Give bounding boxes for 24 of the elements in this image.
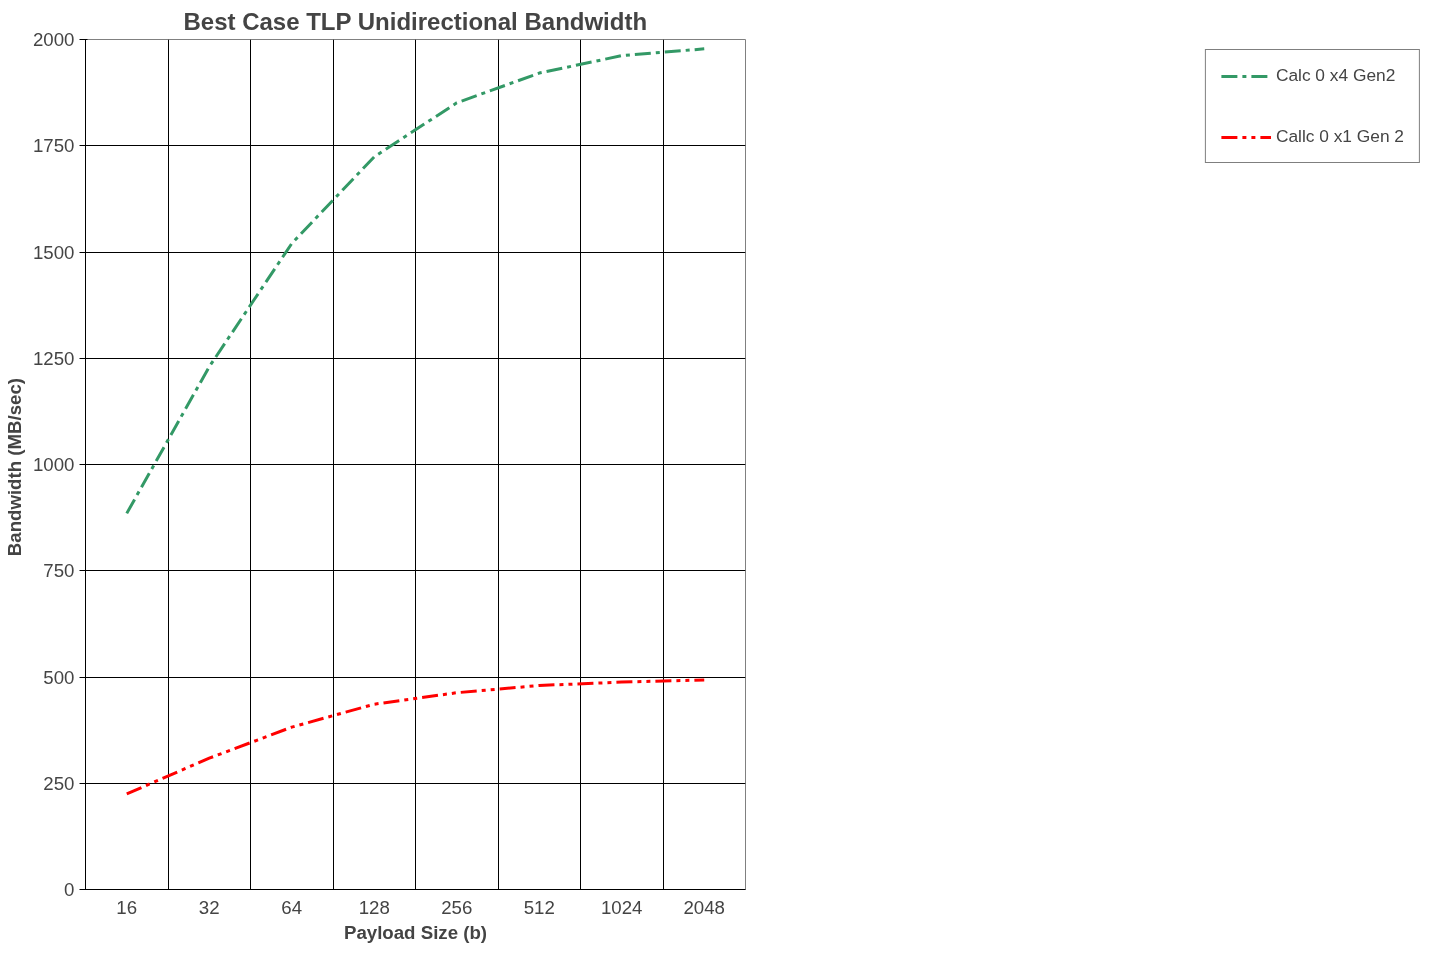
legend-label: Callc 0 x1 Gen 2 <box>1275 126 1404 147</box>
y-tick-label: 1250 <box>33 347 75 369</box>
x-tick-label: 512 <box>523 896 555 918</box>
x-tick-label: 128 <box>358 896 390 918</box>
y-axis-title: Bandwidth (MB/sec) <box>4 377 25 557</box>
y-tick-label: 1500 <box>33 241 75 263</box>
y-tick-label: 250 <box>43 772 75 794</box>
x-tick-label: 64 <box>281 896 303 918</box>
legend-label: Calc 0 x4 Gen2 <box>1275 65 1396 86</box>
y-tick-label: 500 <box>43 666 75 688</box>
x-tick-label: 256 <box>441 896 473 918</box>
y-tick-label: 0 <box>64 879 75 900</box>
x-tick-label: 2048 <box>683 896 726 918</box>
y-tick-label: 2000 <box>33 29 75 50</box>
x-tick-label: 1024 <box>601 896 643 918</box>
chart-title: Best Case TLP Unidirectional Bandwidth <box>183 7 648 35</box>
x-axis-title: Payload Size (b) <box>343 921 488 943</box>
y-tick-label: 1750 <box>33 135 75 157</box>
line-series <box>125 678 706 796</box>
y-tick-label: 1000 <box>33 454 75 475</box>
line-series <box>125 47 706 515</box>
x-tick-label: 16 <box>116 896 138 918</box>
y-tick-label: 750 <box>43 560 75 582</box>
x-tick-label: 32 <box>198 896 220 918</box>
